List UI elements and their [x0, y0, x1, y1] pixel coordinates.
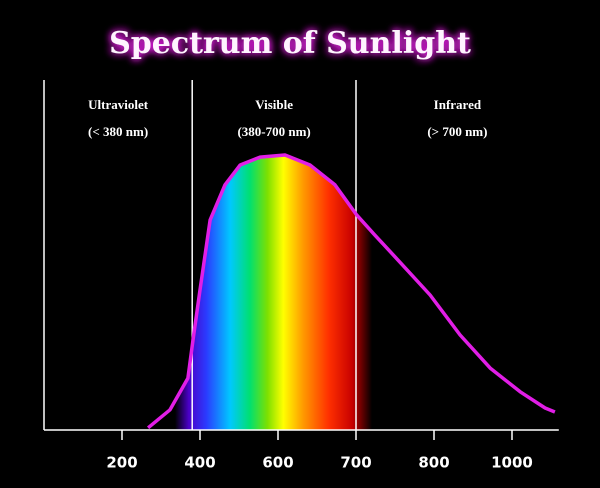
x-tick-label: 400 — [184, 454, 215, 472]
x-tick-label: 700 — [340, 454, 371, 472]
region-name: Visible — [255, 97, 293, 112]
x-tick-label: 800 — [418, 454, 449, 472]
x-tick-label: 1000 — [491, 454, 533, 472]
region-range: (380-700 nm) — [237, 124, 310, 139]
region-name: Ultraviolet — [88, 97, 149, 112]
spectrum-line — [146, 153, 556, 430]
region-name: Infrared — [434, 97, 482, 112]
chart-title: Spectrum of Sunlight — [109, 26, 471, 61]
spectrum-area — [148, 155, 555, 430]
x-tick-label: 600 — [262, 454, 293, 472]
x-tick-label: 200 — [106, 454, 137, 472]
region-range: (< 380 nm) — [88, 124, 148, 139]
region-range: (> 700 nm) — [427, 124, 487, 139]
